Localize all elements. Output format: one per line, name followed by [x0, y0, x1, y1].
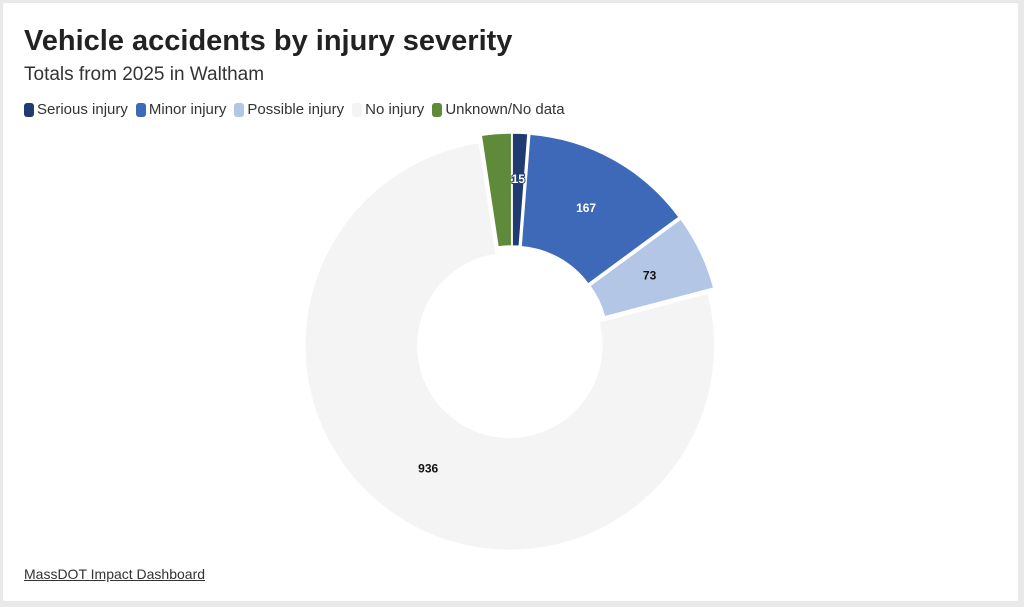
slice-no-injury[interactable] — [304, 141, 716, 552]
legend-label: Possible injury — [247, 101, 345, 118]
legend-item-possible-injury[interactable]: Possible injury — [234, 101, 344, 118]
legend-item-serious-injury[interactable]: Serious injury — [24, 101, 128, 118]
data-label: 73 — [643, 268, 657, 282]
chart-card: Vehicle accidents by injury severity Tot… — [3, 3, 1018, 601]
slice-possible-injury[interactable] — [588, 217, 715, 318]
data-label: 167 — [576, 201, 596, 215]
data-label: 936 — [418, 462, 438, 476]
donut-chart: 15 167 73 936 — [304, 132, 716, 552]
chart-legend: Serious injury Minor injury Possible injur… — [24, 101, 573, 118]
source-link[interactable]: MassDOT Impact Dashboard — [24, 566, 206, 582]
legend-label: No injury — [365, 101, 425, 118]
legend-swatch — [352, 102, 363, 117]
legend-swatch — [432, 102, 443, 117]
legend-swatch — [24, 102, 34, 117]
slice-serious-injury[interactable] — [511, 132, 529, 248]
legend-label: Minor injury — [148, 101, 227, 118]
legend-swatch — [135, 102, 146, 117]
legend-label: Serious injury — [37, 101, 128, 118]
chart-title: Vehicle accidents by injury severity — [24, 25, 513, 57]
legend-label: Unknown/No data — [445, 101, 565, 118]
legend-swatch — [234, 102, 245, 117]
data-label: 15 — [512, 172, 526, 186]
slice-unknown-no-data[interactable] — [480, 132, 513, 248]
legend-item-minor-injury[interactable]: Minor injury — [135, 101, 227, 118]
legend-item-unknown-no-data[interactable]: Unknown/No data — [432, 101, 565, 118]
slice-minor-injury[interactable] — [520, 133, 681, 286]
chart-subtitle: Totals from 2025 in Waltham — [24, 64, 265, 85]
legend-item-no-injury[interactable]: No injury — [352, 101, 424, 118]
